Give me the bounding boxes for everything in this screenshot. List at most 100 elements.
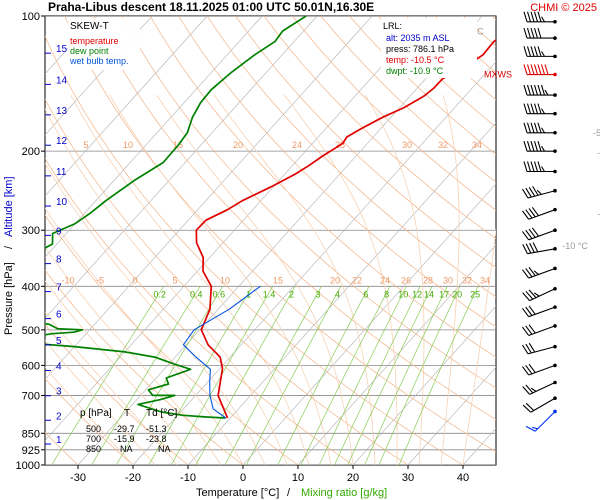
- wind-barb-feather: [528, 186, 536, 197]
- altitude-tick-label: 8: [56, 255, 62, 266]
- moist-adiabat-label: 22: [352, 275, 362, 285]
- wind-barb-feather: [537, 64, 542, 75]
- wind-barb-staff: [528, 229, 556, 241]
- altitude-tick-label: 2: [56, 411, 62, 422]
- table-cell: NA: [158, 444, 171, 454]
- moist-adiabat-label: 32: [438, 140, 448, 150]
- pressure-tick-label: 925: [22, 445, 40, 457]
- x-axis-title: Temperature [°C] / Mixing ratio [g/kg]: [196, 487, 387, 499]
- wind-barb-feather: [523, 122, 528, 133]
- wind-barb-feather: [540, 84, 546, 96]
- wind-barb-station: [553, 266, 557, 271]
- x-tick-label: -20: [125, 472, 141, 484]
- table-cell: -51.3: [146, 424, 167, 434]
- altitude-tick-label: 7: [56, 283, 62, 294]
- wind-barb-feather: [522, 386, 531, 395]
- mixing-ratio-label: 2: [289, 290, 294, 300]
- moist-adiabat-label: 0: [132, 275, 137, 285]
- wind-barb-feather: [541, 166, 545, 172]
- altitude-tick-label: 5: [56, 336, 62, 347]
- moist-adiabat: [156, 94, 354, 465]
- table-cell: -15.9: [114, 434, 135, 444]
- wind-barb-feather: [530, 46, 535, 57]
- moist-adiabat-label: -5: [96, 275, 104, 285]
- wind-barb-feather: [523, 64, 528, 75]
- moist-adiabat-label: 24: [380, 275, 390, 285]
- background-grid: [45, 16, 496, 465]
- moist-adiabat: [45, 311, 178, 465]
- wind-barb-feather: [522, 344, 529, 355]
- isotherm-line: [407, 366, 496, 465]
- wind-barb: [523, 122, 557, 135]
- wind-barb-feather: [541, 16, 545, 23]
- wind-barb-feather: [526, 64, 532, 75]
- wind-barb-feather: [530, 122, 535, 133]
- dry-adiabat: [92, 16, 496, 421]
- wind-barb-staff: [534, 411, 556, 432]
- isotherm-line: [297, 244, 496, 465]
- wind-barb-feather: [523, 161, 528, 172]
- wind-barb-feather: [522, 244, 528, 254]
- wind-barb-feather: [531, 426, 538, 430]
- mixing-ratio-line: [398, 286, 479, 465]
- wind-barb-feather: [522, 210, 530, 220]
- x-tick-label: 30: [402, 472, 414, 484]
- moist-adiabat-label: 28: [423, 275, 433, 285]
- mixing-ratio-line: [195, 286, 296, 465]
- wind-barb-feather: [522, 188, 529, 199]
- wind-barb-feather: [522, 366, 530, 376]
- isotherm-line: [45, 16, 428, 442]
- wind-barb-station: [553, 305, 557, 309]
- altitude-tick-label: 13: [56, 106, 68, 117]
- wind-barb-feather: [526, 103, 532, 114]
- mixing-ratio-label: 20: [452, 290, 462, 300]
- wind-barb: [523, 46, 557, 59]
- table-header-t: T: [124, 408, 130, 419]
- dry-adiabat: [292, 16, 496, 211]
- moist-adiabat-label: 10: [123, 140, 133, 150]
- mxws-label: MXWS: [484, 70, 512, 80]
- series-legend: SKEW-T temperature dew point wet bulb te…: [68, 18, 140, 70]
- wind-barb-staff: [529, 381, 556, 395]
- mixing-ratio-line: [334, 286, 421, 465]
- mixing-ratio-line: [224, 286, 322, 465]
- dry-adiabat: [45, 214, 299, 465]
- wind-barb-station: [553, 149, 557, 153]
- wind-barb-feather: [530, 387, 537, 392]
- wind-barb-station: [553, 380, 557, 385]
- wind-barb-feather: [522, 231, 530, 241]
- series-dew-point: [45, 16, 307, 419]
- y-axis-label: Pressure [hPa]: [3, 262, 15, 335]
- mixing-ratio-label: 0.2: [153, 290, 166, 300]
- pressure-tick-label: 100: [22, 11, 40, 23]
- mixing-ratio-line: [246, 286, 342, 465]
- wind-barb: [522, 186, 557, 199]
- dry-adiabat: [45, 35, 464, 465]
- wind-barb-feather: [528, 208, 536, 218]
- altitude-tick-label: 10: [56, 197, 68, 208]
- mixing-ratio-label: 3: [315, 290, 320, 300]
- table-cell: -29.7: [114, 424, 135, 434]
- wind-barb-feather: [544, 64, 549, 75]
- table-cell: 700: [86, 434, 101, 444]
- isotherm-line: [45, 16, 318, 319]
- plot-background: [44, 15, 497, 466]
- moist-adiabat: [462, 227, 496, 465]
- wind-barb-feather: [525, 187, 532, 198]
- dry-adiabat-label: -40: [597, 148, 600, 158]
- wind-barb-feather: [522, 292, 531, 301]
- wind-barb-feather: [541, 127, 545, 134]
- wind-barb: [522, 227, 557, 241]
- wind-barb-feather: [525, 243, 532, 254]
- altitude-tick-label: 9: [56, 226, 62, 237]
- pressure-tick-label: 200: [22, 146, 40, 158]
- mixing-ratio-line: [378, 286, 461, 465]
- isotherm-line: [132, 61, 496, 465]
- dry-adiabat-label: -20: [597, 209, 600, 219]
- altitude-tick-label: 15: [56, 44, 68, 55]
- mixing-ratio-line: [318, 286, 407, 465]
- wind-barb-feather: [537, 46, 542, 57]
- isotherm-line: [352, 305, 496, 465]
- mixing-ratio-line: [51, 286, 164, 465]
